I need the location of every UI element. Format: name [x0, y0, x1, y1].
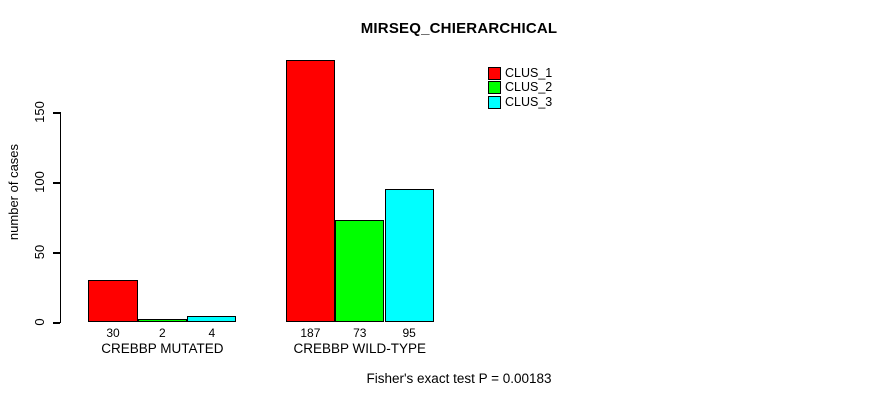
y-axis-tick — [52, 112, 60, 114]
bar-clus_2 — [335, 219, 385, 322]
y-axis-tick — [52, 182, 60, 184]
legend-label: CLUS_2 — [505, 80, 553, 95]
y-axis-tick-label: 50 — [32, 244, 47, 260]
legend-swatch-clus_3 — [488, 95, 501, 109]
y-axis-tick-label: 0 — [32, 318, 47, 326]
category-label: CREBBP MUTATED — [101, 341, 224, 356]
bar-clus_1 — [285, 60, 336, 322]
y-axis-label: number of cases — [6, 143, 21, 241]
legend-swatch-clus_1 — [488, 67, 501, 80]
annotation-text: Fisher's exact test P = 0.00183 — [366, 371, 552, 386]
y-axis-line — [59, 112, 61, 323]
y-axis-tick — [52, 252, 60, 254]
y-axis-tick — [52, 322, 60, 324]
bar-value-label: 2 — [159, 326, 166, 340]
bar-value-label: 95 — [402, 326, 416, 340]
chart-title: MIRSEQ_CHIERARCHICAL — [360, 20, 558, 37]
legend-label: CLUS_3 — [505, 94, 553, 109]
bar-value-label: 30 — [106, 326, 120, 340]
y-axis-tick-label: 150 — [32, 101, 47, 123]
bar-clus_1 — [88, 280, 138, 322]
legend-swatch-clus_2 — [488, 81, 501, 95]
bar-value-label: 73 — [353, 326, 367, 340]
legend-label: CLUS_1 — [505, 66, 553, 80]
bar-value-label: 187 — [300, 326, 321, 340]
bar-clus_3 — [384, 189, 434, 322]
bar-value-label: 4 — [208, 326, 216, 340]
y-axis-tick-label: 100 — [32, 171, 47, 193]
category-label: CREBBP WILD-TYPE — [293, 341, 427, 356]
bar-clus_3 — [187, 316, 237, 322]
bar-clus_2 — [137, 319, 188, 322]
